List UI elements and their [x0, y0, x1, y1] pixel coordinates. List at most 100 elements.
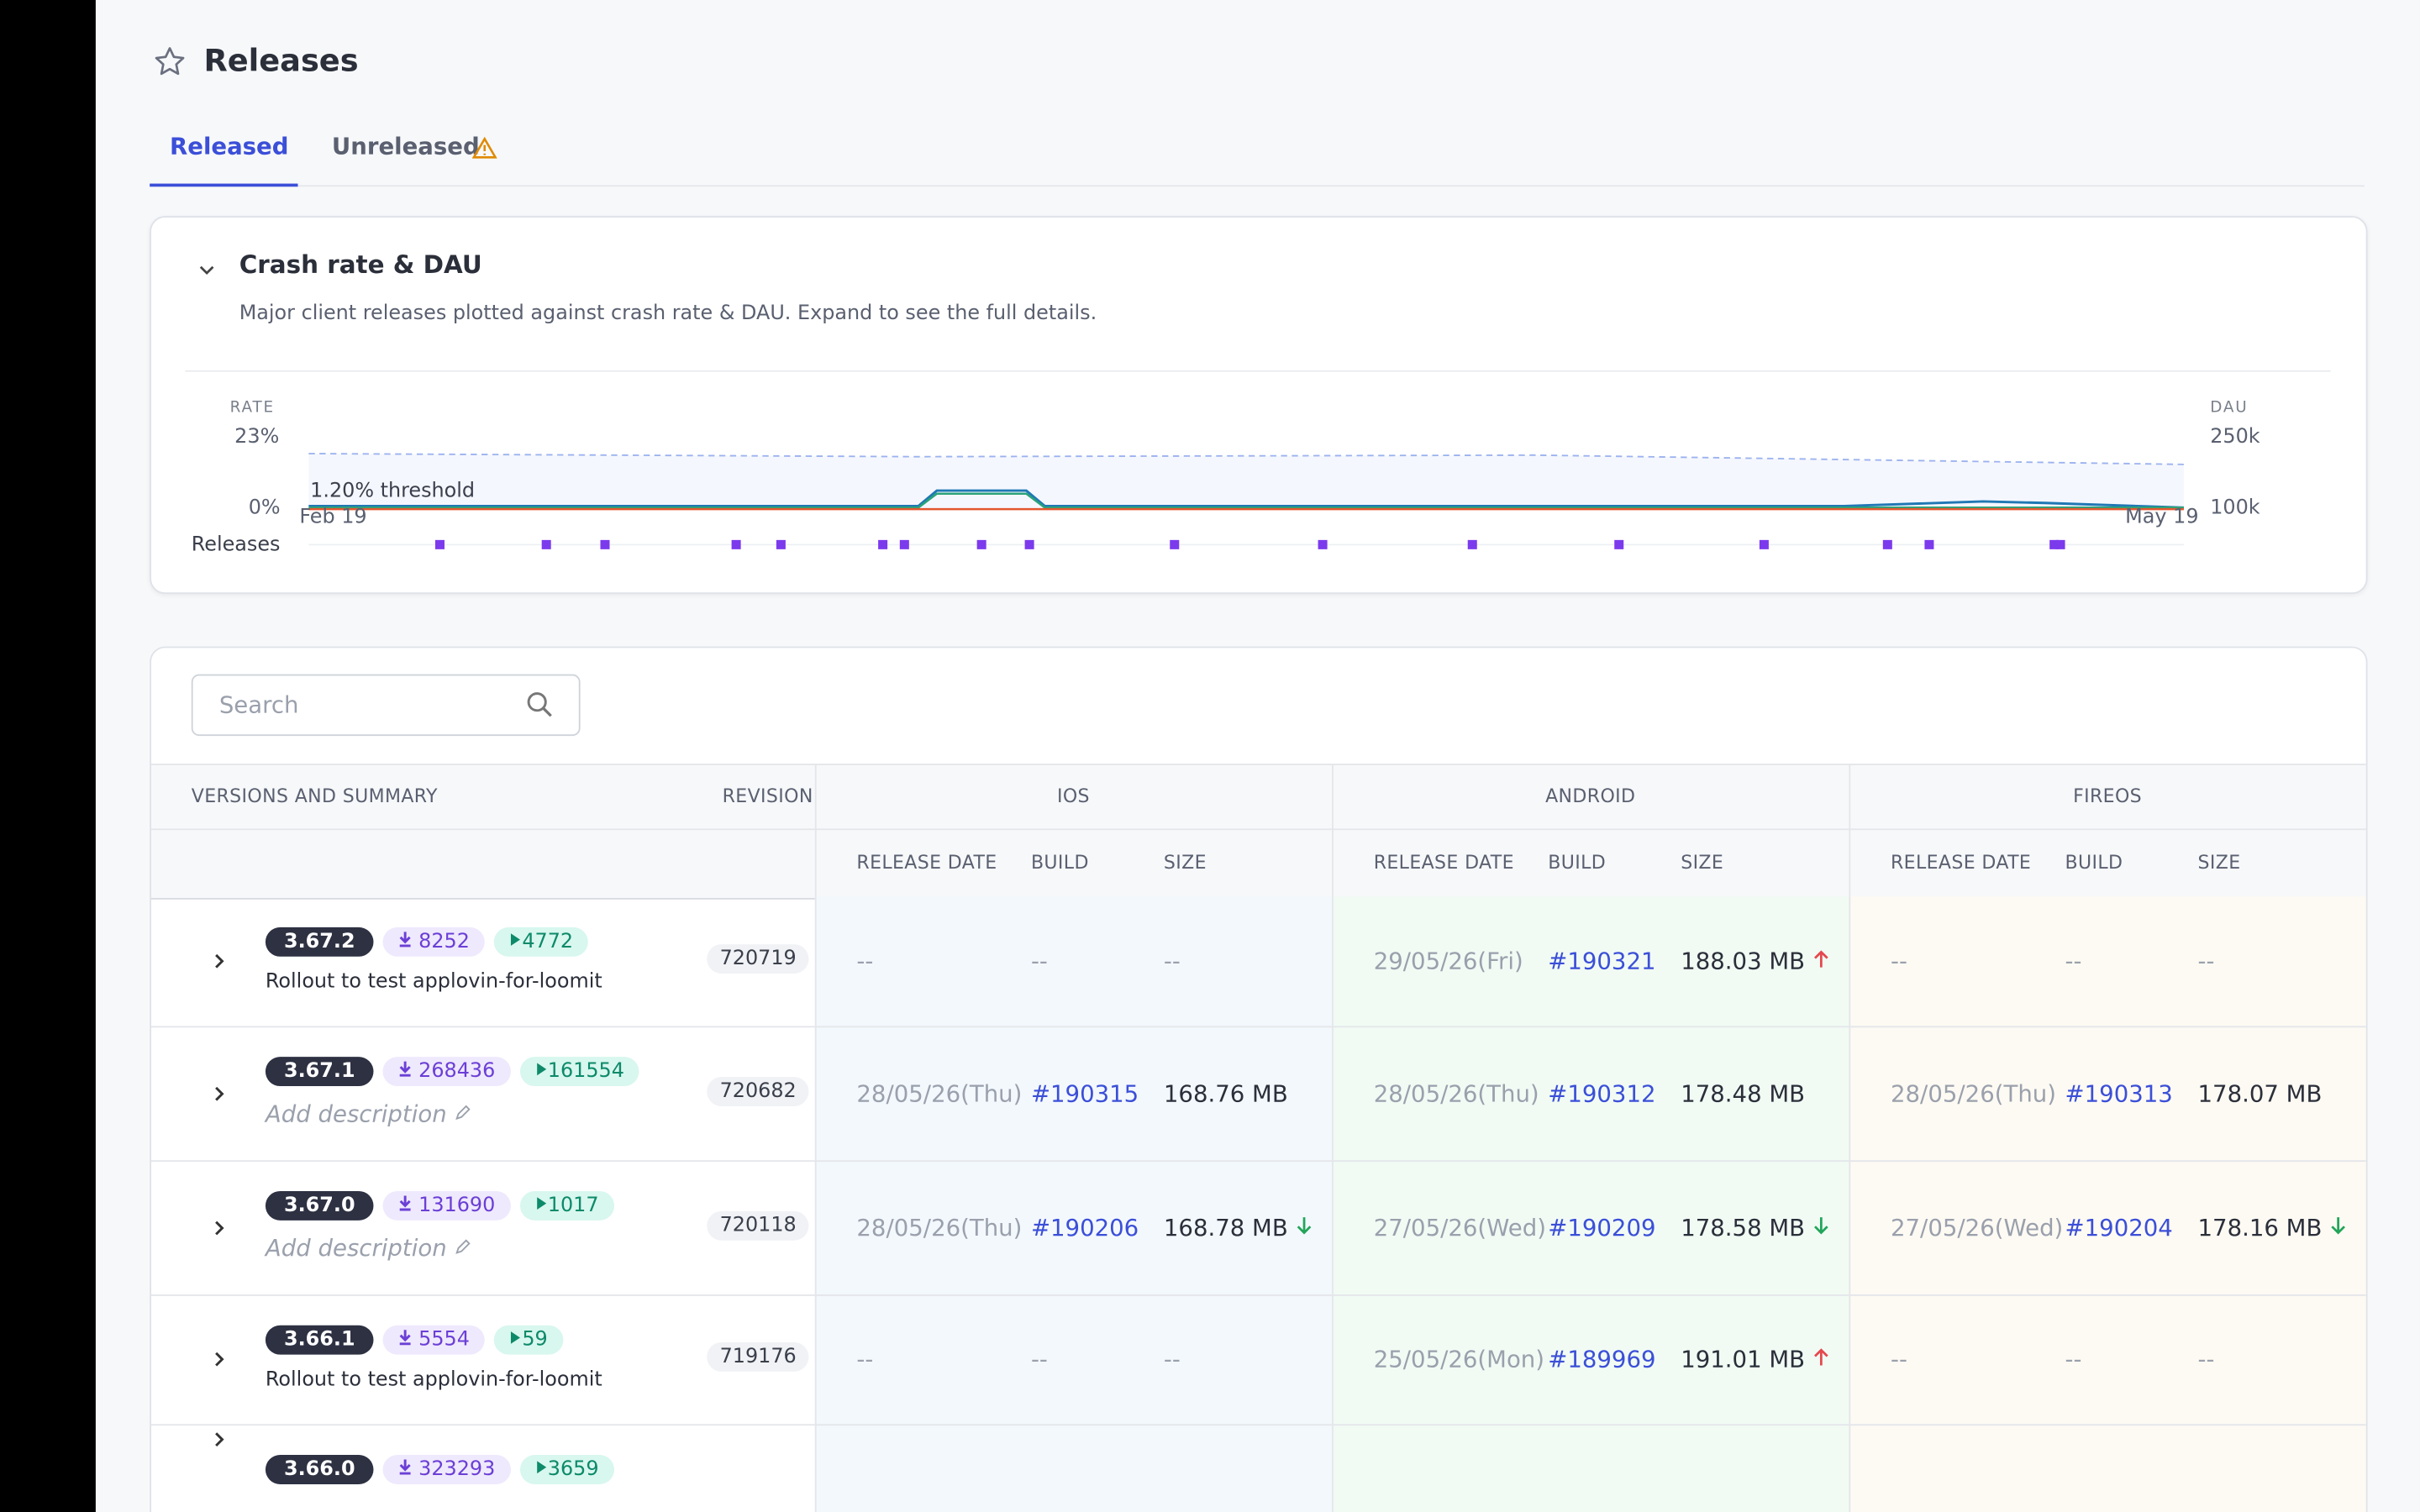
release-date: --	[1891, 1345, 1907, 1373]
size: 168.76 MB	[1163, 1079, 1288, 1107]
release-date: 28/05/26(Thu)	[856, 1079, 1023, 1107]
version-line: 3.67.2 8252 4772	[265, 924, 589, 957]
divider	[185, 370, 2331, 372]
version-line: 3.67.1 268436 161554	[265, 1053, 640, 1087]
summary[interactable]: Add description	[266, 1100, 471, 1128]
sub-header: RELEASE DATE	[1373, 851, 1514, 874]
page-title: Releases	[203, 41, 359, 79]
version-badge: 3.66.1	[265, 1325, 374, 1355]
size: 191.01 MB	[1681, 1346, 1831, 1373]
build[interactable]: #190312	[1548, 1079, 1656, 1107]
search-icon	[527, 692, 552, 717]
release-date: --	[1891, 947, 1907, 975]
collapse-icon[interactable]	[196, 260, 218, 281]
trend-down	[2331, 1216, 2346, 1234]
edit-icon	[455, 1239, 471, 1254]
plays-pill: 1017	[519, 1190, 614, 1221]
build[interactable]: #190315	[1030, 1079, 1139, 1107]
downloads: 8252	[418, 930, 470, 954]
build[interactable]: #190209	[1548, 1213, 1656, 1242]
plays-pill: 59	[494, 1325, 564, 1355]
downloads-pill: 8252	[382, 927, 486, 957]
play-icon	[536, 1063, 546, 1076]
group-header: VERSIONS AND SUMMARY	[191, 785, 438, 807]
size: --	[1163, 947, 1181, 975]
version-badge: 3.67.2	[265, 927, 374, 957]
threshold-label: 1.20% threshold	[310, 480, 476, 503]
tab[interactable]: Unreleased	[331, 132, 480, 161]
trend-down	[1297, 1216, 1312, 1234]
rate-tick: 0%	[248, 496, 281, 520]
revision: 720682	[707, 1076, 809, 1106]
expand-icon[interactable]	[208, 1082, 230, 1104]
search-placeholder: Search	[218, 690, 299, 719]
tab[interactable]: Released	[170, 132, 289, 161]
build[interactable]: #190313	[2065, 1079, 2173, 1107]
download-icon	[399, 1459, 411, 1475]
trend-down	[1814, 1216, 1829, 1234]
play-icon	[536, 1461, 546, 1474]
build: --	[2065, 1345, 2082, 1373]
column-group-bg	[1849, 896, 2366, 1512]
build[interactable]: #190204	[2065, 1213, 2173, 1242]
version-line: 3.67.0 131690 1017	[265, 1188, 614, 1221]
download-icon	[399, 1061, 411, 1077]
x-start-label: Feb 19	[299, 506, 367, 530]
release-date: --	[856, 1345, 874, 1373]
release-date: 27/05/26(Wed)	[1373, 1213, 1547, 1242]
column-group-bg	[814, 896, 1334, 1512]
warning-icon	[472, 136, 497, 159]
download-icon	[399, 1195, 411, 1211]
expand-icon[interactable]	[208, 1348, 230, 1370]
sub-header: SIZE	[1163, 851, 1207, 874]
search-box[interactable]	[191, 674, 581, 737]
x-end-label: May 19	[2125, 506, 2199, 530]
expand-icon[interactable]	[208, 1216, 230, 1238]
play-icon	[511, 933, 521, 946]
group-header: FIREOS	[2073, 785, 2143, 807]
build: --	[1030, 947, 1048, 975]
dau-tick: 250k	[2210, 425, 2260, 449]
star-icon[interactable]	[153, 45, 187, 78]
build[interactable]: #189969	[1548, 1345, 1656, 1373]
build[interactable]: #190321	[1548, 947, 1656, 975]
downloads: 323293	[418, 1457, 496, 1482]
summary[interactable]: Add description	[266, 1234, 471, 1262]
expand-icon[interactable]	[208, 950, 230, 972]
column-group-border	[1332, 764, 1334, 897]
version-badge: 3.66.0	[265, 1455, 374, 1484]
row-divider	[151, 1026, 2366, 1028]
expand-icon[interactable]	[208, 1429, 230, 1451]
release-date: 25/05/26(Mon)	[1373, 1345, 1545, 1373]
group-header: REVISION	[722, 785, 813, 807]
version-badge: 3.67.1	[265, 1057, 374, 1087]
sub-header: BUILD	[1030, 851, 1089, 874]
plays: 59	[522, 1328, 548, 1352]
size: 188.03 MB	[1681, 948, 1831, 975]
release-date: 29/05/26(Fri)	[1373, 947, 1523, 975]
downloads: 268436	[418, 1059, 496, 1084]
table-card: Search IOS RELEASE DATE BUILD SIZE ANDROID REL…	[150, 646, 2368, 1512]
trend-up	[1814, 1348, 1829, 1366]
chart-panel	[150, 216, 2368, 595]
revision: 719176	[707, 1341, 809, 1372]
downloads-pill: 5554	[382, 1325, 486, 1355]
release-date: 28/05/26(Thu)	[856, 1213, 1023, 1242]
plays-pill: 4772	[494, 927, 589, 957]
download-icon	[399, 1330, 411, 1346]
size: 178.07 MB	[2197, 1079, 2323, 1107]
build[interactable]: #190206	[1030, 1213, 1139, 1242]
download-icon	[399, 932, 411, 948]
releases-label: Releases	[191, 533, 281, 558]
group-header: ANDROID	[1545, 785, 1636, 807]
release-date: 28/05/26(Thu)	[1891, 1079, 2056, 1107]
row-divider	[151, 1424, 2366, 1426]
size: --	[1163, 1345, 1181, 1373]
version-line: 3.66.1 5554 59	[265, 1322, 564, 1355]
size: 178.48 MB	[1681, 1079, 1806, 1107]
play-icon	[536, 1197, 546, 1210]
revision: 720118	[707, 1210, 809, 1240]
summary: Rollout to test applovin-for-loomit	[265, 1368, 602, 1392]
plays-pill: 161554	[519, 1057, 640, 1087]
dau-tick: 100k	[2210, 496, 2260, 520]
